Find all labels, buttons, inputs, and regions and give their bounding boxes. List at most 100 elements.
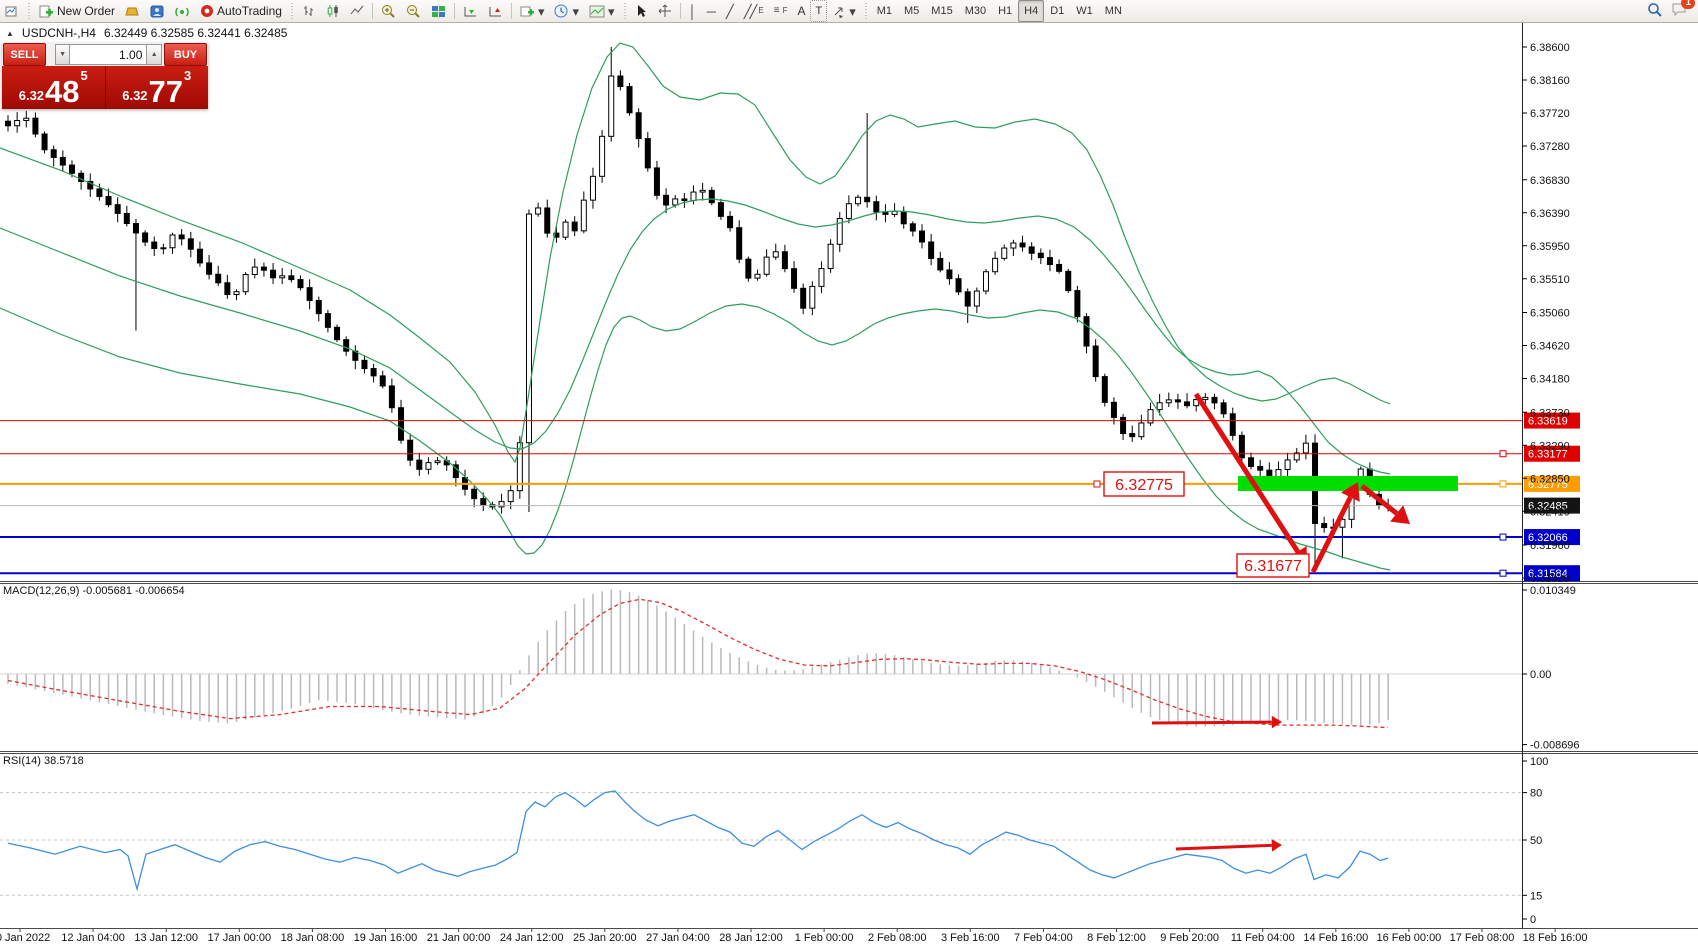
line-chart-button[interactable] [345, 0, 369, 22]
svg-text:0.010349: 0.010349 [1530, 585, 1576, 597]
indicators-button[interactable]: ▾ [515, 0, 550, 22]
buy-button[interactable]: BUY [164, 43, 208, 66]
svg-text:6.33619: 6.33619 [1528, 416, 1568, 428]
svg-text:6.32775: 6.32775 [1115, 477, 1173, 494]
dropdown-caret-icon: ▾ [572, 3, 580, 19]
svg-text:6.31520: 6.31520 [1530, 573, 1570, 585]
annotation-labels[interactable]: 6.32775 6.31677 [1093, 471, 1310, 578]
svg-text:15: 15 [1530, 890, 1542, 902]
signals-icon [175, 7, 189, 16]
channel-button[interactable]: ╱╱ E [743, 3, 764, 19]
sell-price-button[interactable]: 6.32 48 5 [2, 66, 106, 109]
toolbar-separator [371, 3, 373, 19]
toolbar-separator [510, 3, 512, 19]
signals-button[interactable] [170, 0, 195, 22]
new-order-button[interactable]: New Order [34, 0, 120, 22]
zoom-in-button[interactable] [376, 0, 401, 22]
svg-text:6.32066: 6.32066 [1528, 532, 1568, 544]
tile-windows-button[interactable] [426, 0, 451, 22]
auto-scroll-icon [464, 6, 476, 16]
volume-increase-button[interactable]: ▲ [146, 44, 163, 65]
svg-text:27 Jan 04:00: 27 Jan 04:00 [646, 932, 710, 944]
rsi-axis[interactable]: 100 80 50 15 0 [1522, 756, 1548, 926]
template-icon [589, 5, 605, 17]
timeframe-M30[interactable]: M30 [964, 5, 987, 17]
candlestick-button[interactable] [321, 0, 345, 22]
fibonacci-button[interactable]: ≡ F [773, 5, 788, 16]
dropdown-caret-icon: ▾ [849, 3, 856, 19]
level-lines[interactable] [0, 420, 1522, 577]
clock-icon [554, 4, 568, 17]
templates-button[interactable]: ▾ [584, 0, 620, 22]
timeframe-W1[interactable]: W1 [1076, 5, 1093, 17]
svg-text:6.34620: 6.34620 [1530, 341, 1570, 353]
svg-text:10 Jan 2022: 10 Jan 2022 [0, 932, 50, 944]
svg-text:6.35060: 6.35060 [1530, 308, 1570, 320]
svg-text:25 Jan 20:00: 25 Jan 20:00 [573, 932, 637, 944]
svg-text:6.33177: 6.33177 [1528, 449, 1568, 461]
volume-decrease-button[interactable]: ▼ [54, 44, 71, 65]
toolbar-separator [453, 3, 455, 19]
macd-trend-arrow[interactable] [1151, 715, 1282, 729]
svg-text:6.34180: 6.34180 [1530, 374, 1570, 386]
community-button[interactable] [145, 0, 170, 22]
timeframe-MN[interactable]: MN [1104, 5, 1122, 17]
notifications-button[interactable]: 1 [1671, 0, 1695, 20]
svg-text:7 Feb 04:00: 7 Feb 04:00 [1014, 932, 1073, 944]
svg-text:6.38600: 6.38600 [1530, 42, 1570, 54]
auto-scroll-button[interactable] [458, 0, 483, 22]
sell-price-prefix: 6.32 [18, 88, 45, 103]
cursor-button[interactable] [630, 0, 653, 22]
new-order-icon [39, 5, 53, 17]
trendline-button[interactable]: ╱ [725, 3, 734, 19]
volume-input[interactable] [70, 44, 147, 65]
shapes-button[interactable]: ▾ [827, 0, 861, 22]
arrows-icon [834, 7, 844, 18]
buy-price-button[interactable]: 6.32 77 3 [105, 66, 208, 109]
timeframe-H1[interactable]: H1 [998, 5, 1013, 17]
timeframe-M15[interactable]: M15 [931, 5, 953, 17]
text-label-button[interactable]: T [810, 0, 828, 22]
sell-button[interactable]: SELL [3, 43, 46, 66]
crosshair-button[interactable] [653, 0, 677, 22]
rsi-level-lines [0, 792, 1522, 896]
svg-text:6.33290: 6.33290 [1530, 440, 1570, 452]
chart-shift-button[interactable] [483, 0, 508, 22]
timeframe-D1[interactable]: D1 [1050, 5, 1065, 17]
svg-text:6.32485: 6.32485 [1528, 501, 1568, 513]
svg-text:6.37720: 6.37720 [1530, 108, 1570, 120]
text-button[interactable]: A [797, 4, 806, 18]
timeframe-M5[interactable]: M5 [904, 5, 920, 17]
macd-axis[interactable]: 0.010349 0.00 -0.008696 [1522, 585, 1580, 752]
time-axis[interactable]: 10 Jan 2022 12 Jan 04:00 13 Jan 12:00 17 Ja… [0, 928, 1588, 944]
candlestick-icon [327, 5, 338, 17]
market-button[interactable] [120, 0, 145, 22]
price-axis[interactable]: 6.38600 6.38160 6.37720 6.37280 6.36830 6.363… [1522, 42, 1570, 585]
timeframe-M1[interactable]: M1 [876, 5, 893, 17]
svg-text:2 Feb 08:00: 2 Feb 08:00 [868, 932, 927, 944]
svg-text:18 Jan 08:00: 18 Jan 08:00 [281, 932, 345, 944]
timeframe-H4[interactable]: H4 [1018, 0, 1045, 22]
svg-text:0: 0 [1530, 914, 1536, 926]
bar-chart-button[interactable] [297, 0, 321, 22]
search-button[interactable] [1647, 2, 1663, 21]
new-chart-button[interactable] [0, 0, 24, 22]
svg-text:14 Feb 16:00: 14 Feb 16:00 [1303, 932, 1368, 944]
svg-text:1 Feb 00:00: 1 Feb 00:00 [795, 932, 854, 944]
tile-windows-icon [431, 5, 445, 17]
svg-text:6.36830: 6.36830 [1530, 175, 1570, 187]
rsi-trend-arrow[interactable] [1175, 839, 1282, 852]
zoom-out-button[interactable] [401, 0, 426, 22]
green-zone[interactable] [1238, 476, 1458, 491]
horizontal-line-button[interactable]: ─ [706, 3, 716, 19]
autotrading-button[interactable]: AutoTrading [195, 0, 287, 22]
dropdown-caret-icon: ▾ [608, 3, 615, 19]
rsi-line [7, 790, 1389, 892]
toolbar-separator [679, 3, 681, 19]
ohlc-values: 6.32449 6.32585 6.32441 6.32485 [103, 26, 288, 40]
periods-button[interactable]: ▾ [549, 0, 584, 22]
symbol-marker-icon: ▲ [6, 28, 14, 38]
vertical-line-button[interactable]: │ [688, 3, 697, 19]
